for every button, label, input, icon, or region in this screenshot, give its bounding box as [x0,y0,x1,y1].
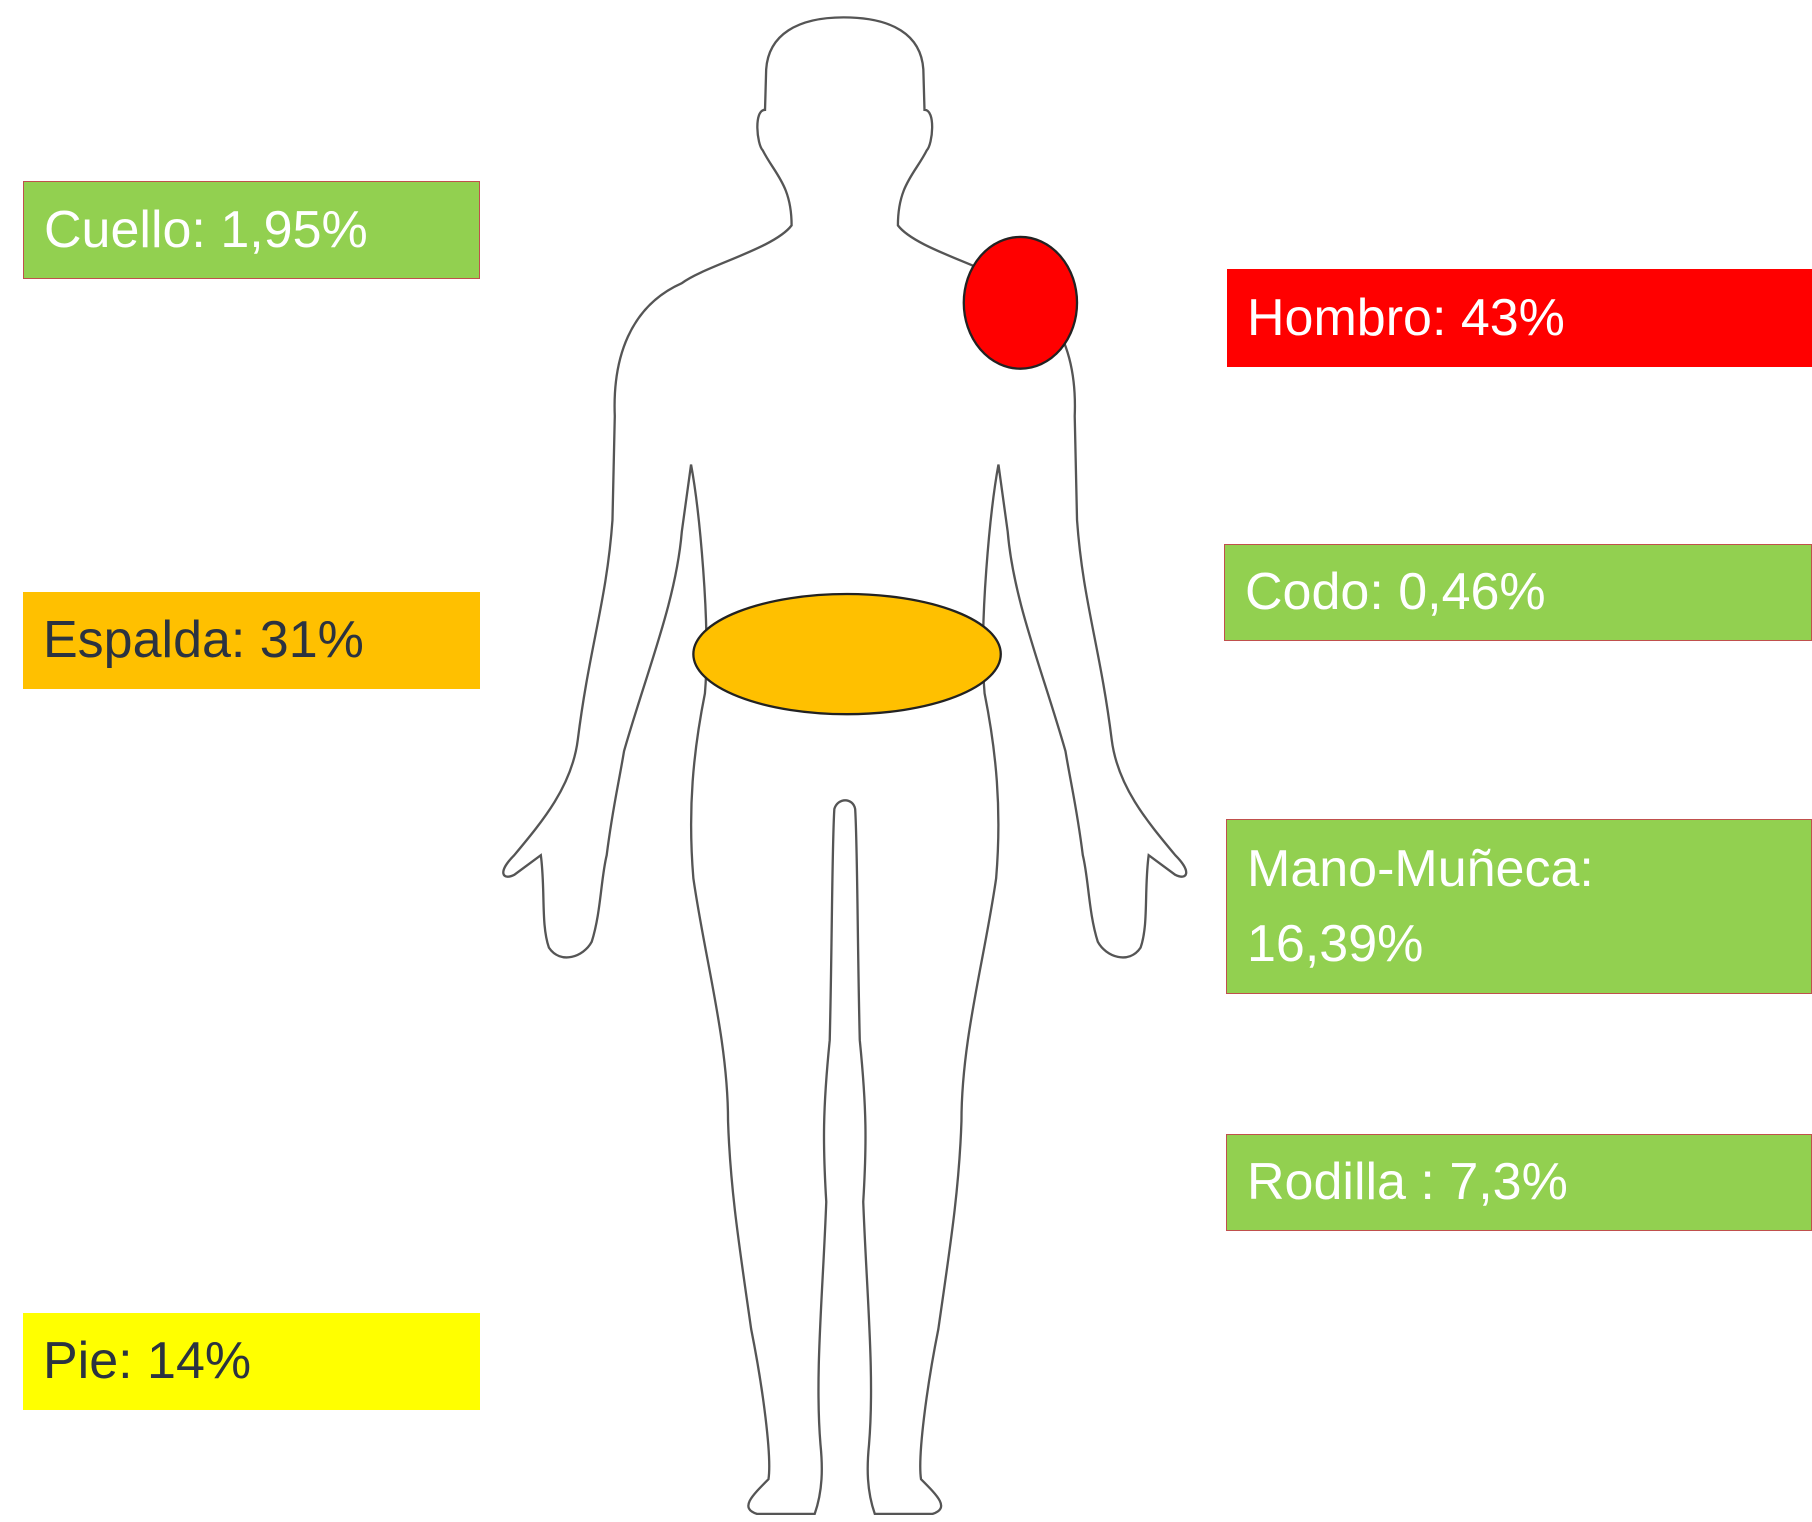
label-box: Rodilla : 7,3% [1226,1134,1812,1231]
label-text: Cuello: 1,95% [44,200,368,259]
shoulder-marker [962,235,1079,370]
label-box: Cuello: 1,95% [23,181,480,279]
back-marker [692,592,1002,716]
label-text: Pie: 14% [43,1332,252,1390]
label-box: Codo: 0,46% [1224,544,1812,641]
label-box: Pie: 14% [23,1313,480,1410]
label-box: Espalda: 31% [23,592,480,689]
label-text: Hombro: 43% [1247,288,1565,347]
label-text: Codo: 0,46% [1245,563,1546,621]
label-box: Mano-Muñeca: 16,39% [1226,819,1812,994]
label-text: Mano-Muñeca: [1247,839,1594,898]
label-text: Rodilla : 7,3% [1247,1153,1568,1211]
label-text: 16,39% [1247,914,1424,973]
label-box: Hombro: 43% [1227,269,1812,367]
body-outline [502,16,1188,1516]
label-text: Espalda: 31% [43,611,364,669]
